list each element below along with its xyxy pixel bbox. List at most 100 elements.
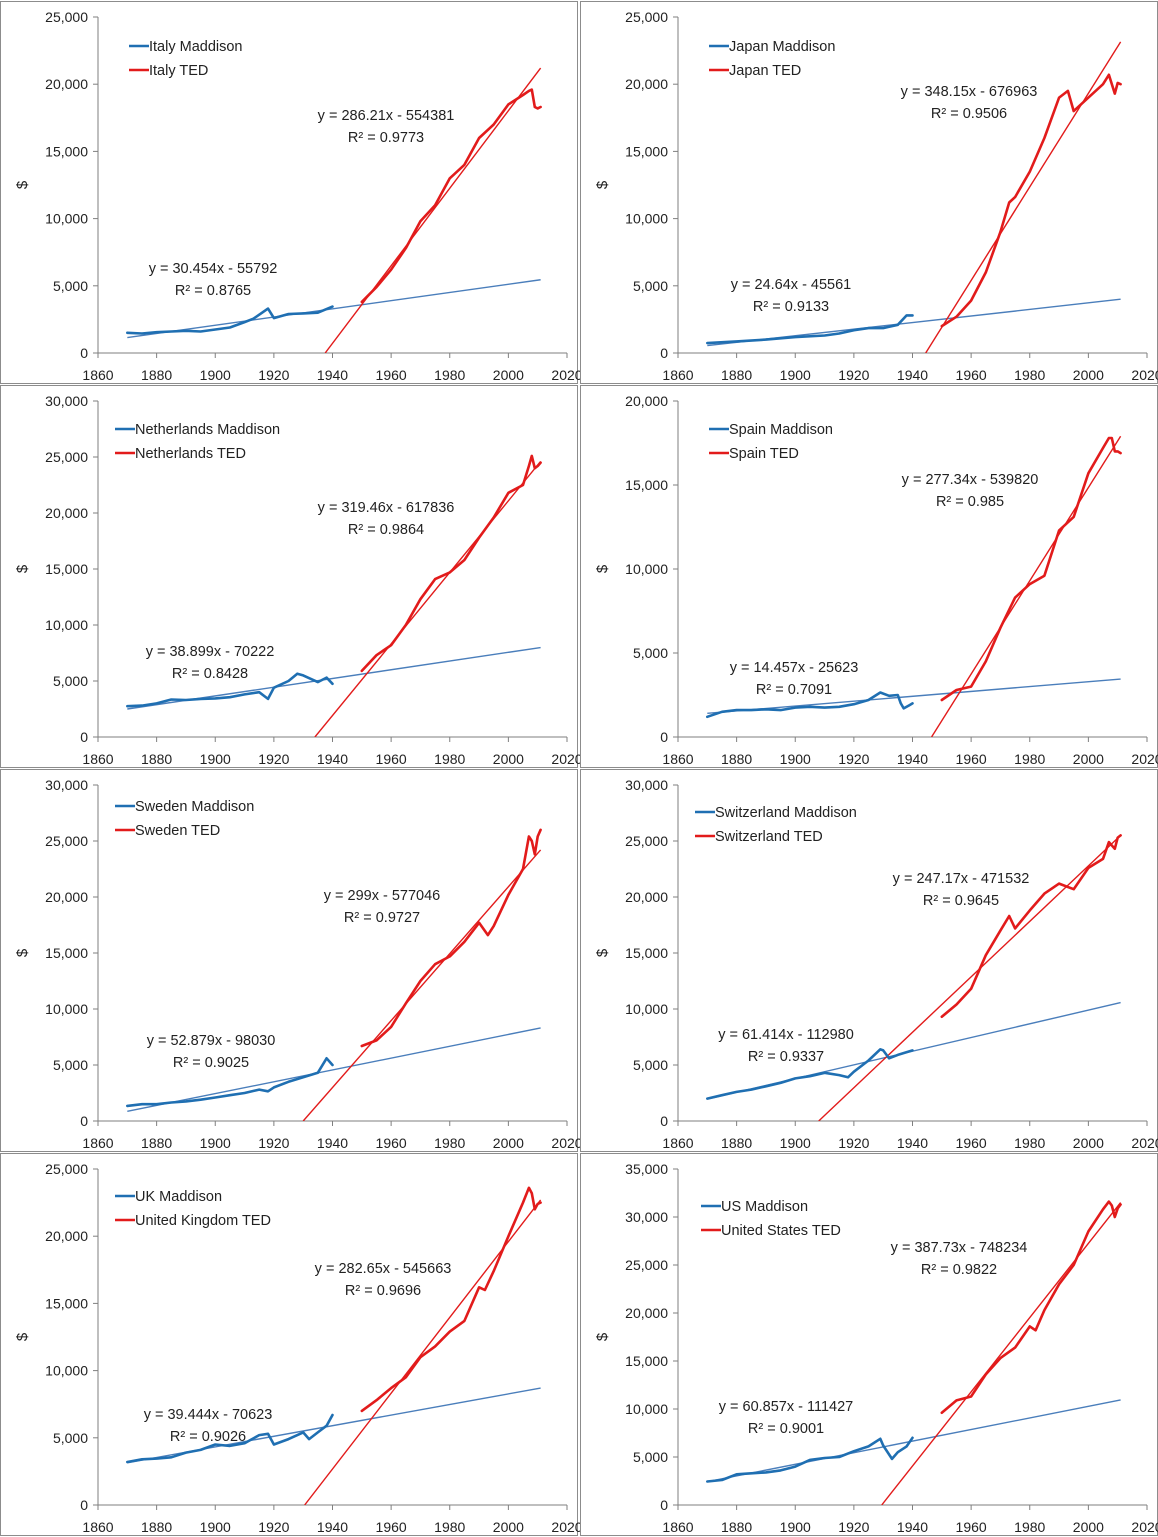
x-tick-label: 1980 [1014, 751, 1045, 767]
x-tick-label: 1920 [838, 367, 869, 383]
x-tick-label: 1860 [82, 1135, 113, 1151]
x-tick-label: 1960 [376, 1135, 407, 1151]
x-tick-label: 2000 [1073, 1519, 1104, 1535]
legend-label: Sweden Maddison [135, 799, 254, 815]
y-tick-label: 0 [80, 1497, 88, 1513]
chart-svg: 0 5,000 10,000 15,000 20,000 25,000 30,000 35,0… [594, 1161, 1158, 1535]
y-tick-label: 15,000 [625, 1353, 668, 1369]
trendline-r-squared: R² = 0.9001 [748, 1421, 824, 1437]
trendline-equation: y = 319.46x - 617836 [318, 500, 455, 516]
chart-svg: 0 5,000 10,000 15,000 20,000 1860 1880 1900 1920… [594, 393, 1158, 767]
y-tick-label: 0 [80, 1113, 88, 1129]
y-tick-label: 15,000 [45, 561, 88, 577]
y-tick-label: 0 [80, 729, 88, 745]
trendline-r-squared: R² = 0.9864 [348, 522, 424, 538]
y-tick-label: 10,000 [45, 1363, 88, 1379]
x-tick-label: 1920 [838, 751, 869, 767]
x-tick-label: 1920 [258, 367, 289, 383]
x-tick-label: 2020 [1131, 1519, 1158, 1535]
y-tick-label: 5,000 [633, 1057, 668, 1073]
y-tick-label: 0 [660, 345, 668, 361]
y-axis-label: $ [594, 1332, 611, 1341]
y-tick-label: 30,000 [625, 1209, 668, 1225]
y-tick-label: 30,000 [45, 777, 88, 793]
y-tick-label: 0 [660, 1497, 668, 1513]
trendline-r-squared: R² = 0.9025 [173, 1055, 249, 1071]
trendline-r-squared: R² = 0.7091 [756, 682, 832, 698]
y-tick-label: 10,000 [45, 211, 88, 227]
trendline-equation: y = 299x - 577046 [324, 888, 441, 904]
trendline-maddison [707, 678, 1121, 715]
legend-label: United Kingdom TED [135, 1213, 271, 1229]
y-tick-label: 25,000 [625, 1257, 668, 1273]
x-tick-label: 1900 [200, 751, 231, 767]
x-tick-label: 2000 [1073, 1135, 1104, 1151]
series-line-ted [360, 828, 542, 1048]
y-tick-label: 30,000 [625, 777, 668, 793]
y-tick-label: 5,000 [53, 673, 88, 689]
x-tick-label: 1920 [258, 1135, 289, 1151]
x-tick-label: 2020 [551, 367, 582, 383]
y-axis-label: $ [14, 564, 31, 573]
trendline-r-squared: R² = 0.9696 [345, 1283, 421, 1299]
chart-svg: 0 5,000 10,000 15,000 20,000 25,000 30,000 1860… [14, 777, 583, 1151]
x-tick-label: 2020 [1131, 751, 1158, 767]
series-line-maddison [706, 1047, 914, 1100]
trendline-ted [818, 834, 1122, 1121]
legend-label: Sweden TED [135, 823, 220, 839]
legend-label: US Maddison [721, 1199, 808, 1215]
x-tick-label: 1880 [141, 367, 172, 383]
x-tick-label: 1980 [1014, 1519, 1045, 1535]
x-tick-label: 1960 [956, 1135, 987, 1151]
x-tick-label: 1980 [1014, 1135, 1045, 1151]
x-tick-label: 1980 [434, 367, 465, 383]
x-tick-label: 1860 [662, 367, 693, 383]
chart-svg: 0 5,000 10,000 15,000 20,000 25,000 1860 1880 19… [594, 9, 1158, 383]
legend-label: UK Maddison [135, 1189, 222, 1205]
x-tick-label: 1960 [376, 367, 407, 383]
y-tick-label: 15,000 [625, 945, 668, 961]
series-line-maddison [706, 691, 914, 719]
x-tick-label: 1860 [82, 751, 113, 767]
trendline-maddison [707, 1399, 1121, 1483]
y-tick-label: 5,000 [53, 278, 88, 294]
x-tick-label: 1880 [721, 1135, 752, 1151]
trendline-equation: y = 60.857x - 111427 [719, 1399, 854, 1415]
trendline-equation: y = 39.444x - 70623 [144, 1407, 273, 1423]
series-line-ted [360, 88, 542, 304]
y-tick-label: 20,000 [45, 505, 88, 521]
x-tick-label: 1940 [897, 1135, 928, 1151]
y-tick-label: 25,000 [45, 1161, 88, 1177]
x-tick-label: 1880 [141, 1519, 172, 1535]
y-tick-label: 10,000 [625, 1001, 668, 1017]
trendline-r-squared: R² = 0.9645 [923, 893, 999, 909]
trendline-ted [302, 849, 542, 1121]
chart-svg: 0 5,000 10,000 15,000 20,000 25,000 1860 1880 19… [14, 1161, 583, 1535]
x-tick-label: 2020 [1131, 367, 1158, 383]
trendline-equation: y = 24.64x - 45561 [731, 277, 852, 293]
y-tick-label: 5,000 [633, 278, 668, 294]
y-tick-label: 15,000 [45, 143, 88, 159]
x-tick-label: 1940 [897, 1519, 928, 1535]
y-axis-label: $ [594, 948, 611, 957]
trendline-r-squared: R² = 0.9133 [753, 299, 829, 315]
y-tick-label: 20,000 [625, 76, 668, 92]
trendline-equation: y = 52.879x - 98030 [147, 1033, 276, 1049]
y-tick-label: 5,000 [53, 1057, 88, 1073]
trendline-r-squared: R² = 0.9727 [344, 910, 420, 926]
y-tick-label: 35,000 [625, 1161, 668, 1177]
x-tick-label: 2020 [1131, 1135, 1158, 1151]
x-tick-label: 1880 [141, 1135, 172, 1151]
chart-panel-united-kingdom: 0 5,000 10,000 15,000 20,000 25,000 1860 1880 19… [0, 1153, 583, 1536]
legend-label: Italy Maddison [149, 39, 243, 55]
trendline-r-squared: R² = 0.9506 [931, 106, 1007, 122]
y-tick-label: 15,000 [45, 1295, 88, 1311]
legend-label: Spain Maddison [729, 422, 833, 438]
trendline-maddison [127, 279, 541, 339]
x-tick-label: 1940 [897, 751, 928, 767]
x-tick-label: 1940 [317, 1519, 348, 1535]
trendline-equation: y = 387.73x - 748234 [891, 1240, 1028, 1256]
trendline-equation: y = 30.454x - 55792 [149, 261, 278, 277]
legend-label: Netherlands TED [135, 446, 246, 462]
